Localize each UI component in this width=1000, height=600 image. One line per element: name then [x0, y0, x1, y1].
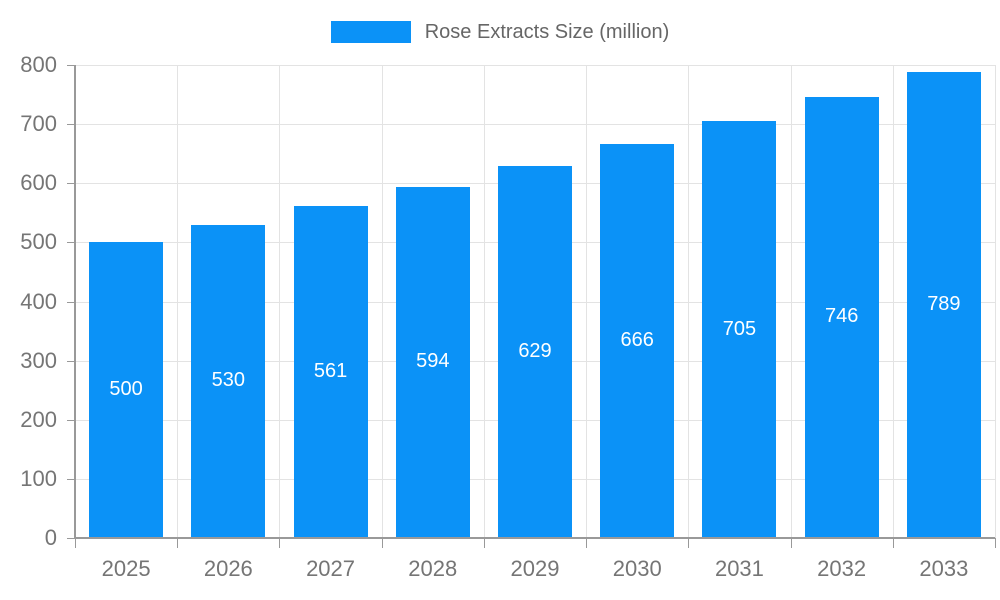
y-axis-tick: [67, 478, 75, 480]
x-axis-tick-label: 2031: [714, 556, 764, 581]
y-axis-tick: [67, 419, 75, 421]
gridline-vertical: [279, 65, 281, 538]
y-axis-tick-label: 500: [20, 229, 57, 255]
x-axis-tick-label: 2032: [817, 556, 867, 581]
x-axis-tick: [279, 538, 281, 548]
gridline-vertical: [381, 65, 383, 538]
y-axis-tick: [67, 301, 75, 303]
gridline-vertical: [483, 65, 485, 538]
x-axis-tick: [892, 538, 894, 548]
y-axis-tick-label: 700: [20, 111, 57, 137]
y-axis-tick: [67, 183, 75, 185]
bar-2031[interactable]: [702, 121, 777, 538]
x-axis-tick: [790, 538, 792, 548]
gridline-vertical: [688, 65, 690, 538]
bar-2033[interactable]: [906, 71, 981, 538]
x-axis-tick: [483, 538, 485, 548]
bar-2030[interactable]: [600, 144, 675, 538]
gridline-vertical: [586, 65, 588, 538]
y-axis-tick-label: 300: [20, 347, 57, 373]
y-axis-tick-label: 400: [20, 288, 57, 314]
x-axis-tick-label: 2025: [101, 556, 151, 581]
x-axis-tick: [995, 538, 996, 548]
y-axis-tick: [67, 538, 75, 539]
x-axis-tick-label: 2027: [306, 556, 356, 581]
x-axis-tick: [381, 538, 383, 548]
gridline-horizontal: [75, 65, 995, 66]
y-axis-line: [74, 65, 76, 539]
x-axis-tick-label: 2029: [510, 556, 560, 581]
bar-2025[interactable]: [89, 242, 164, 538]
y-axis-tick: [67, 360, 75, 362]
bar-2026[interactable]: [191, 224, 266, 538]
chart-legend[interactable]: Rose Extracts Size (million): [0, 14, 1000, 50]
y-axis-tick: [67, 65, 75, 66]
y-axis-tick-label: 600: [20, 170, 57, 196]
gridline-horizontal: [75, 124, 995, 126]
bar-value-label: 629: [518, 340, 552, 363]
x-axis-tick-label: 2030: [612, 556, 662, 581]
bar-value-label: 666: [620, 329, 654, 352]
x-axis-tick-label: 2028: [408, 556, 458, 581]
x-axis-tick: [177, 538, 179, 548]
y-axis-tick: [67, 124, 75, 126]
y-axis-tick-label: 800: [20, 52, 57, 77]
x-axis-line: [75, 537, 995, 539]
legend-swatch-icon: [330, 21, 411, 43]
x-axis-tick: [586, 538, 588, 548]
legend-label: Rose Extracts Size (million): [424, 21, 670, 43]
bar-value-label: 789: [927, 292, 961, 315]
y-axis-tick-label: 100: [20, 465, 57, 491]
gridline-vertical: [177, 65, 179, 538]
gridline-vertical: [790, 65, 792, 538]
bar-value-label: 594: [416, 350, 450, 373]
bar-value-label: 561: [313, 360, 348, 383]
bar-value-label: 746: [824, 305, 859, 328]
bar-2027[interactable]: [293, 206, 368, 538]
y-axis-tick: [67, 242, 75, 244]
x-axis-tick-label: 2026: [203, 556, 253, 581]
bar-value-label: 530: [211, 369, 246, 392]
x-axis-tick: [75, 538, 76, 548]
bar-2028[interactable]: [395, 186, 470, 538]
gridline-vertical: [892, 65, 894, 538]
gridline-vertical: [995, 65, 996, 538]
x-axis-tick-label: 2033: [919, 556, 969, 581]
bar-value-label: 705: [722, 317, 757, 340]
y-axis-tick-label: 0: [44, 525, 57, 550]
bar-2029[interactable]: [498, 166, 572, 538]
bar-value-label: 500: [109, 378, 143, 401]
y-axis-tick-label: 200: [20, 406, 57, 432]
bar-2032[interactable]: [804, 96, 879, 538]
x-axis-tick: [688, 538, 690, 548]
